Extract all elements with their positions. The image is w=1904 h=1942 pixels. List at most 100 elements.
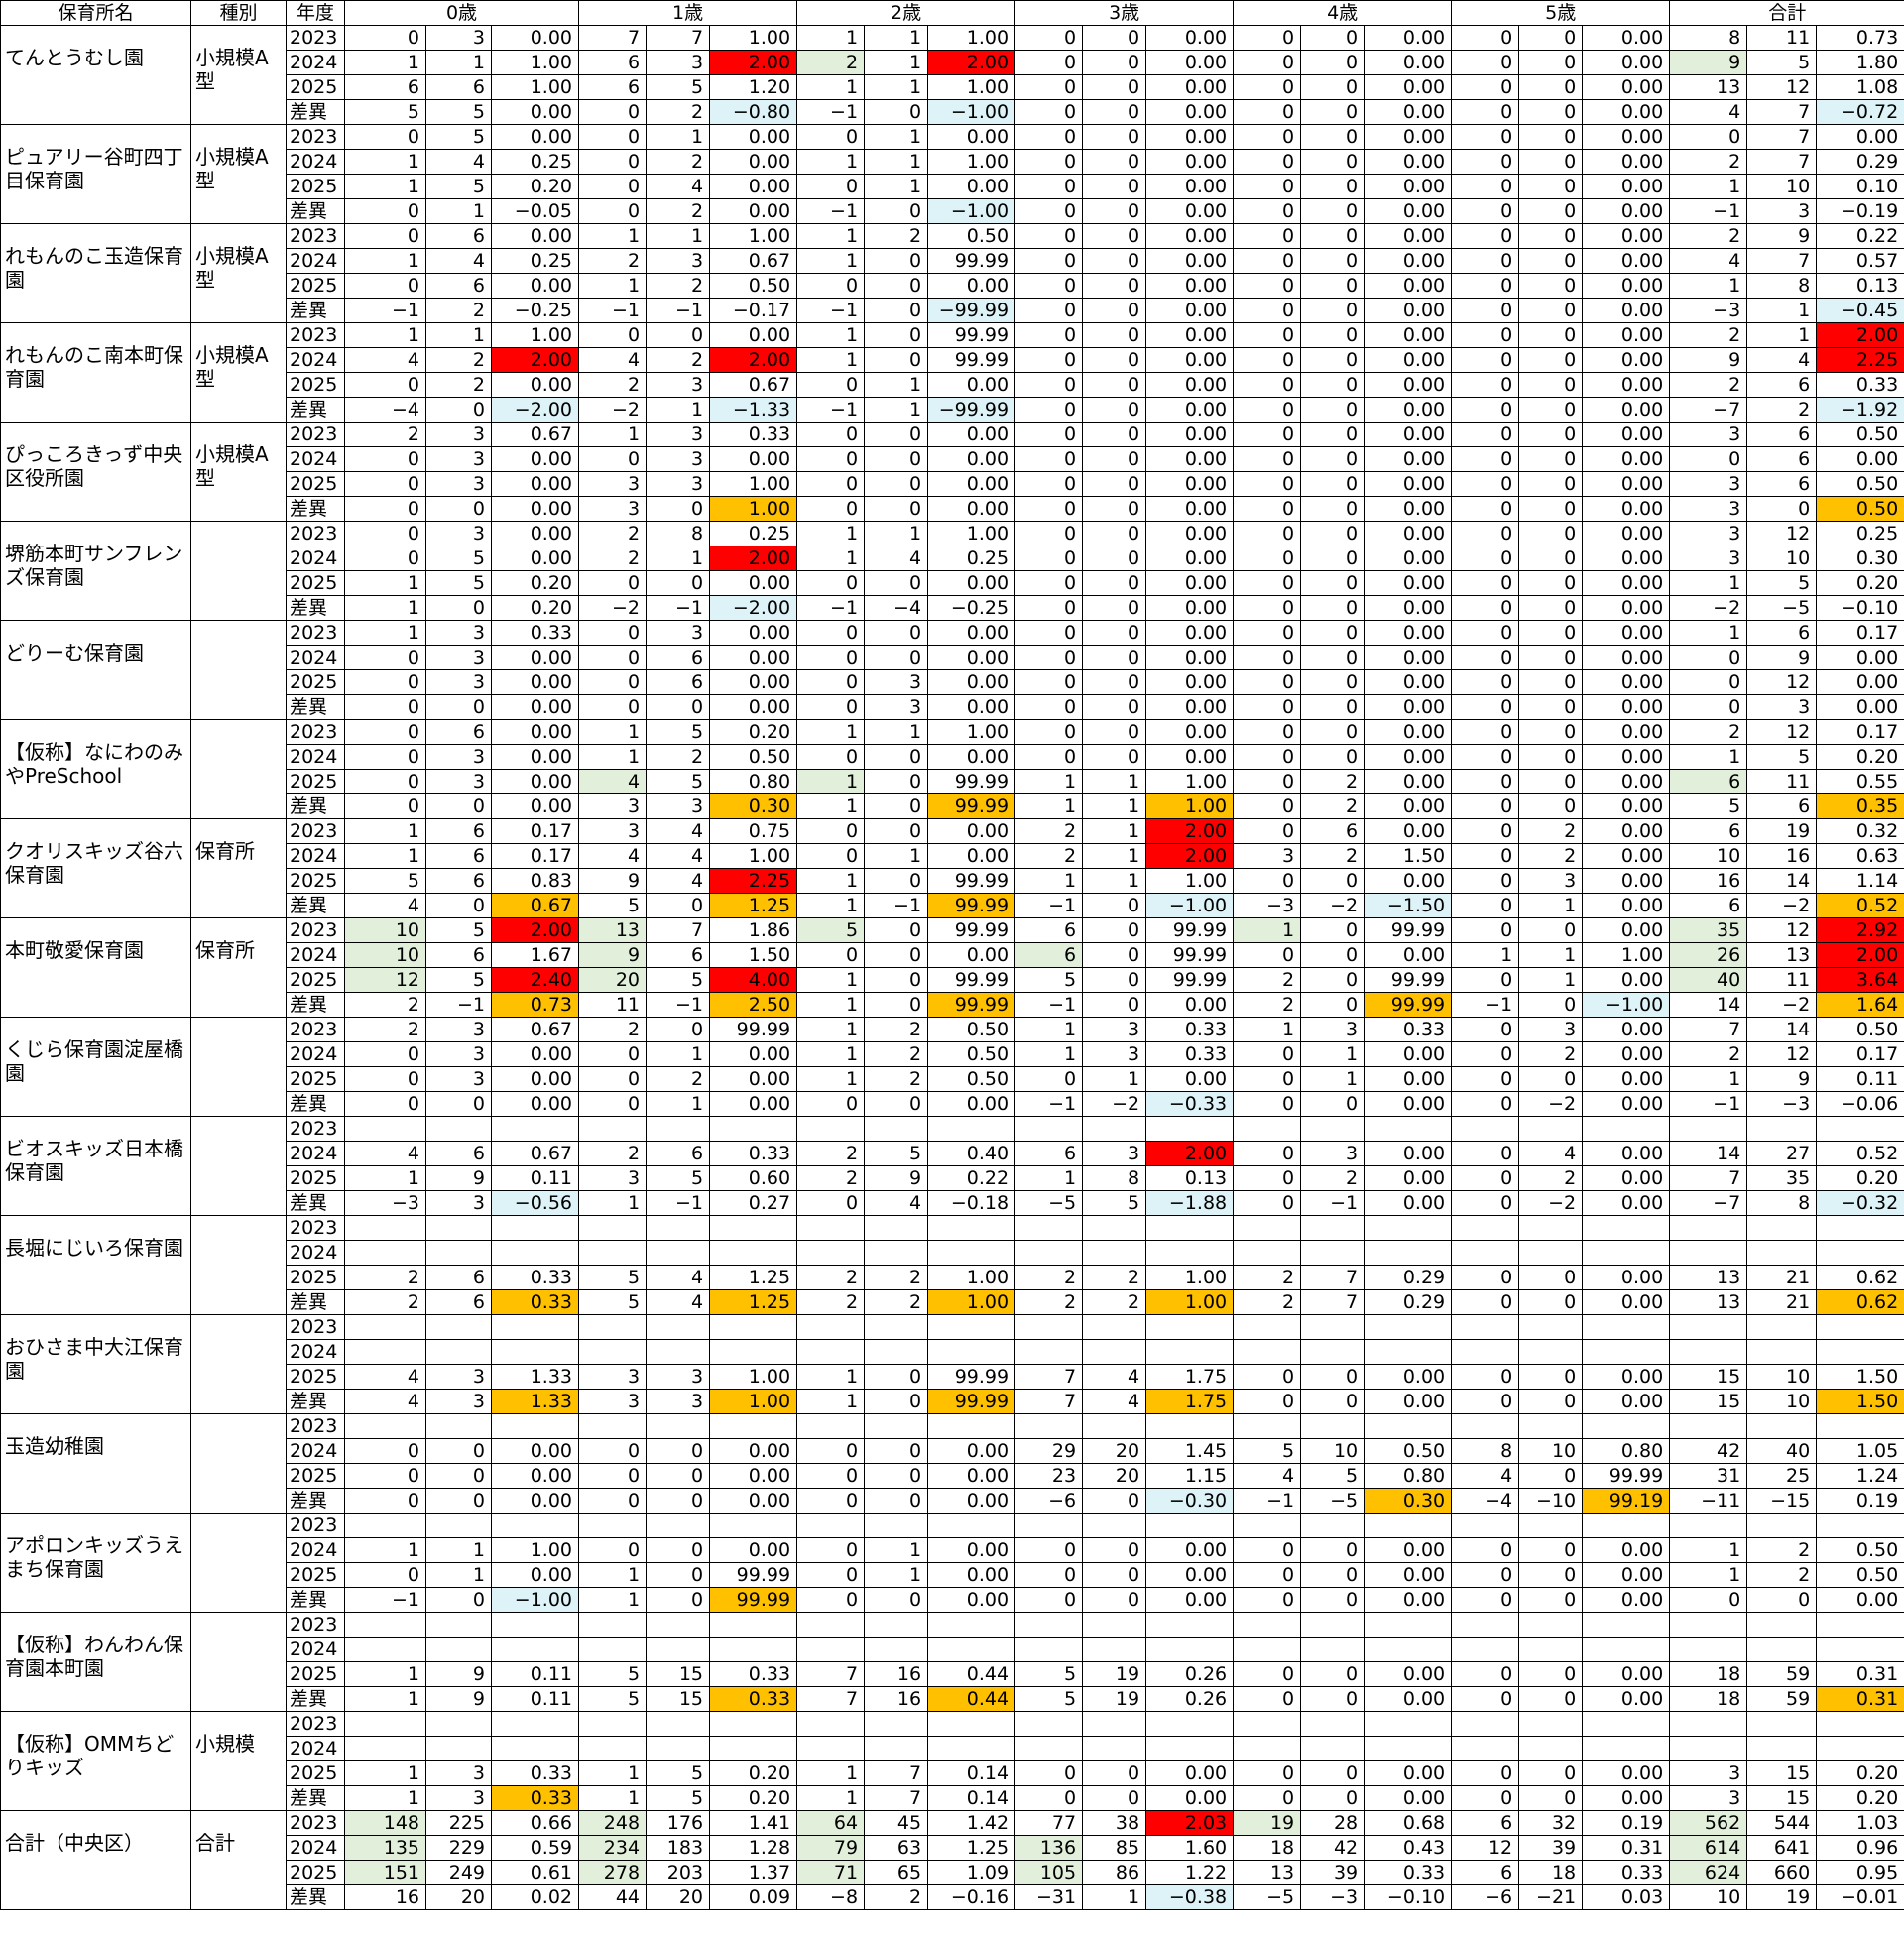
value-cell [1518,1612,1584,1638]
value-cell: 1.45 [1145,1438,1235,1464]
value-cell: 0 [646,1537,711,1563]
value-cell: 15 [646,1686,711,1712]
value-cell: 0 [796,422,866,447]
value-cell: 0.00 [1582,347,1671,373]
value-cell: 7 [1014,1364,1084,1390]
value-cell: 0.00 [709,645,798,670]
value-cell [1145,1612,1235,1638]
value-cell: 1.33 [490,1364,580,1390]
value-cell: 2 [344,1017,426,1042]
value-cell: 0 [1082,471,1147,497]
value-cell: 2 [646,99,711,125]
value-cell: 135 [344,1835,426,1861]
value-cell: 0.00 [1364,1537,1453,1563]
value-cell: 0.17 [1816,1041,1904,1067]
value-cell: 0 [344,719,426,745]
value-cell: 0.00 [1364,942,1453,968]
value-cell: 9 [425,1165,492,1191]
data-row: 差異 −1 2 −0.25 −1 −1 −0.17 −1 0 −99.99 0 0 0.00 0 0 0.00… [1,298,1904,323]
value-cell: 0.43 [1364,1835,1453,1861]
facility-type [190,1017,287,1117]
value-cell: −2 [1518,1190,1584,1216]
value-cell: 0 [1518,496,1584,522]
header-cell: 1歳 [578,0,798,26]
value-cell [1669,1413,1748,1439]
value-cell: 0 [1082,942,1147,968]
facility-type: 保育所 [190,917,287,1018]
value-cell: 0 [1518,1661,1584,1687]
value-cell: 0 [1451,1537,1520,1563]
value-cell: 0.00 [1364,793,1453,819]
value-cell: 85 [1082,1835,1147,1861]
value-cell [344,1637,426,1662]
value-cell: 39 [1300,1860,1366,1885]
value-cell: 0 [1233,546,1302,571]
value-cell: 20 [578,967,648,993]
value-cell: 4 [1669,248,1748,274]
value-cell: 2 [1233,992,1302,1018]
value-cell: 2.50 [709,992,798,1018]
value-cell: 4 [864,546,929,571]
value-cell: 1.67 [490,942,580,968]
value-cell: −0.56 [490,1190,580,1216]
value-cell [1233,1612,1302,1638]
value-cell [1746,1513,1818,1538]
value-cell: 0 [1518,744,1584,770]
facility-name: どりーむ保育園 [0,620,191,720]
value-cell: 0.00 [927,1488,1016,1514]
value-cell: 0 [344,769,426,794]
value-cell: 0 [1300,248,1366,274]
value-cell: 99.99 [1145,942,1235,968]
data-row: クオリスキッズ谷六保育園 保育所 2023 1 6 0.17 3 4 0.75 0 0 0.00 2 1 2… [0,818,1904,918]
value-cell: 0 [425,893,492,918]
value-cell: 0 [344,1488,426,1514]
value-cell: 0.00 [1582,645,1671,670]
value-cell: 4 [1669,99,1748,125]
value-cell: 0 [1518,446,1584,472]
year-cell: 差異 [286,595,345,621]
value-cell: 0.00 [1582,893,1671,918]
value-cell: −0.19 [1816,198,1904,224]
value-cell: 5 [1746,744,1818,770]
value-cell: 12 [344,967,426,993]
year-cell: 2023 [286,1017,345,1042]
value-cell: 0.00 [1816,1587,1904,1613]
value-cell [796,1736,866,1761]
data-row: 2025 0 3 0.00 4 5 0.80 1 0 99.99 1 1 1.00 0 2 0.00 0 0 0.0… [1,769,1904,794]
value-cell: 0.00 [490,1438,580,1464]
value-cell: 0 [1518,1463,1584,1489]
value-cell: 2 [1669,322,1748,348]
value-cell: 4 [646,843,711,869]
data-row: 差異 −3 3 −0.56 1 −1 0.27 0 4 −0.18 −5 5 −1.88 0 −1 0.00 0… [1,1190,1904,1216]
value-cell: −1 [864,893,929,918]
value-cell [1145,1339,1235,1365]
value-cell: 5 [578,1686,648,1712]
value-cell: 1 [1014,769,1084,794]
value-cell: 4 [646,818,711,844]
value-cell: 0.00 [709,174,798,199]
value-cell: 0 [1233,124,1302,150]
value-cell: 0 [344,223,426,249]
value-cell [1518,1116,1584,1142]
value-cell: 3 [425,645,492,670]
value-cell: 1 [1746,322,1818,348]
value-cell: 0 [1300,347,1366,373]
data-row: 差異 0 0 0.00 0 0 0.00 0 3 0.00 0 0 0.00 0 0 0.00 0 0 0.00 0 3… [1,694,1904,720]
value-cell: 0.00 [1582,1091,1671,1117]
value-cell: 0 [1233,1066,1302,1092]
value-cell: 0.35 [1816,793,1904,819]
value-cell [1364,1612,1453,1638]
value-cell: 0.20 [490,595,580,621]
year-cell: 2023 [286,719,345,745]
value-cell [1582,1215,1671,1241]
value-cell: 0 [864,298,929,323]
value-cell: 0.00 [927,669,1016,695]
value-cell: 0 [1233,496,1302,522]
data-row: 【仮称】なにわのみやPreSchool 2023 0 6 0.00 1 5 0.20 1 1 1.0… [0,719,1904,819]
value-cell: 0.00 [1145,149,1235,175]
value-cell: 0 [1300,1587,1366,1613]
value-cell: 1 [1518,893,1584,918]
value-cell: 26 [1669,942,1748,968]
value-cell: 5 [425,99,492,125]
value-cell: 0 [1451,645,1520,670]
